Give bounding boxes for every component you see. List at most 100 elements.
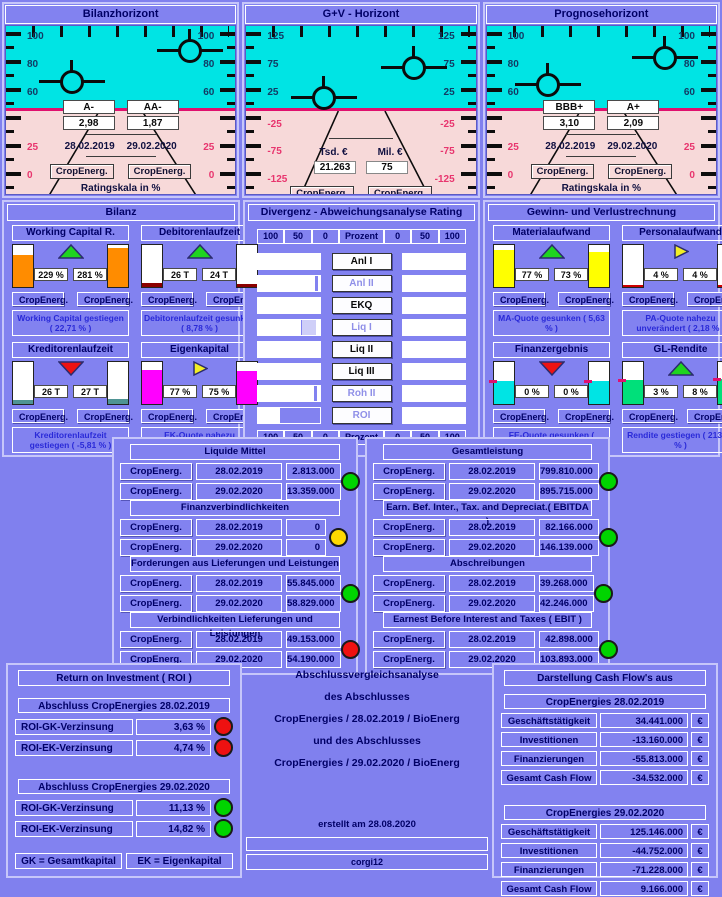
company-button[interactable]: CropEnerg.	[120, 595, 192, 612]
quadrant-values: 77 % 75 %	[163, 385, 236, 398]
metric-value: 24 T	[202, 268, 236, 281]
value-cell: 42.246.000	[539, 595, 594, 612]
company-button[interactable]: CropEnerg.	[120, 631, 192, 648]
cropenerg-button[interactable]: CropEnerg.	[493, 409, 549, 423]
metric-value: 77 %	[163, 385, 197, 398]
cropenerg-button[interactable]: CropEnerg.	[127, 164, 192, 179]
quadrant-description: Working Capital gestiegen ( 22,71 % )	[12, 310, 129, 336]
ratio-button[interactable]: ROI	[331, 407, 392, 424]
company-button[interactable]: CropEnerg.	[373, 631, 445, 648]
cropenerg-button[interactable]: CropEnerg.	[622, 292, 678, 306]
cropenerg-button[interactable]: CropEnerg.	[141, 292, 197, 306]
gauge-scale-label: -75	[440, 146, 455, 157]
cropenerg-button[interactable]: CropEnerg.	[49, 164, 114, 179]
gauge-scale-label: 25	[683, 142, 695, 153]
company-button[interactable]: CropEnerg.	[373, 519, 445, 536]
quadrant-description: PA-Quote nahezu unverändert ( 2,18 % )	[622, 310, 722, 336]
bar-fill	[623, 380, 643, 404]
panel-title: Prognosehorizont	[485, 5, 717, 24]
table-row: CropEnerg. 28.02.2019 55.845.000	[120, 575, 341, 592]
summary-lines: Abschlussvergleichsanalyse des Abschlusse…	[246, 663, 488, 769]
quadrant-values: 26 T 24 T	[163, 268, 236, 281]
divergenz-bar-right	[402, 319, 466, 336]
gauge-ticks-top	[272, 26, 470, 37]
ratio-button[interactable]: EKQ	[331, 297, 392, 314]
ratio-button[interactable]: Anl I	[331, 253, 392, 270]
section-title: Earnest Before Interest and Taxes ( EBIT…	[383, 612, 592, 628]
cropenerg-button[interactable]: CropEnerg.	[12, 292, 68, 306]
bar-fill	[494, 380, 514, 404]
divergenz-row: Liq II	[257, 341, 466, 358]
company-button[interactable]: CropEnerg.	[120, 575, 192, 592]
rating-grade: AA-	[126, 100, 179, 114]
ratio-button[interactable]: Liq I	[331, 319, 392, 336]
company-button[interactable]: CropEnerg.	[373, 575, 445, 592]
metric-value: 3 %	[644, 385, 678, 398]
cropenerg-button[interactable]: CropEnerg.	[608, 164, 673, 179]
quadrant-title: Materialaufwand	[493, 225, 610, 241]
cashflow-row: Investitionen -13.160.000 €	[501, 732, 709, 747]
ratio-button[interactable]: Roh II	[331, 385, 392, 402]
gauge-scale-label: 25	[507, 142, 519, 153]
unit-label: Tsd. €	[319, 147, 348, 158]
company-button[interactable]: CropEnerg.	[120, 483, 192, 500]
table-row: CropEnerg. 29.02.2020 146.139.000	[373, 539, 599, 556]
company-button[interactable]: CropEnerg.	[373, 595, 445, 612]
cashflow-value: -34.532.000	[600, 770, 688, 785]
cropenerg-button[interactable]: CropEnerg.	[77, 409, 133, 423]
cropenerg-button[interactable]: CropEnerg.	[141, 409, 197, 423]
divider	[566, 134, 637, 135]
guv-quadrants: Materialaufwand 77 % 73 % CropEnerg. CropEne…	[485, 223, 722, 455]
gauge-scale-label: 25	[27, 142, 39, 153]
value-cell: 55.845.000	[286, 575, 341, 592]
metric-value: 0 %	[554, 385, 588, 398]
gauge-body: A- AA- 2,98 1,87 28.02.2019 29.02.2020 C	[5, 25, 237, 195]
company-button[interactable]: CropEnerg.	[373, 483, 445, 500]
quadrant-title: Debitorenlaufzeit	[141, 225, 258, 241]
metric-value: 4 %	[644, 268, 678, 281]
ratio-button[interactable]: Liq III	[331, 363, 392, 380]
cropenerg-button[interactable]: CropEnerg.	[367, 186, 432, 194]
cropenerg-button[interactable]: CropEnerg.	[558, 292, 614, 306]
table-row: CropEnerg. 29.02.2020 0	[120, 539, 326, 556]
company-button[interactable]: CropEnerg.	[120, 463, 192, 480]
gauge-scale-label: 25	[267, 87, 279, 98]
legend-gk: GK = Gesamtkapital	[15, 853, 122, 869]
panel-guv-horizont: G+V - Horizont Tsd. € Mil. € 21.	[242, 2, 480, 198]
divergenz-scale-top: 100 50 0 Prozent 0 50 100	[245, 223, 478, 246]
ratio-button[interactable]: Liq II	[331, 341, 392, 358]
cropenerg-button[interactable]: CropEnerg.	[493, 292, 549, 306]
trend-up-icon	[185, 243, 214, 264]
ratio-button[interactable]: Anl II	[331, 275, 392, 292]
bar-fill	[237, 370, 257, 404]
value-bar	[107, 361, 129, 405]
gauge-scale-label: 60	[203, 87, 215, 98]
cropenerg-button[interactable]: CropEnerg.	[77, 292, 133, 306]
company-button[interactable]: CropEnerg.	[373, 463, 445, 480]
bar-fill	[403, 276, 465, 291]
rating-value: 3,10	[543, 116, 596, 130]
cropenerg-button[interactable]: CropEnerg.	[558, 409, 614, 423]
quadrant-chart: 3 % 8 %	[618, 360, 722, 405]
gauge-scale-label: 100	[507, 31, 525, 42]
status-light-column	[598, 472, 618, 491]
company-button[interactable]: CropEnerg.	[373, 651, 445, 668]
cropenerg-button[interactable]: CropEnerg.	[622, 409, 678, 423]
company-button[interactable]: CropEnerg.	[120, 519, 192, 536]
cropenerg-button[interactable]: CropEnerg.	[290, 186, 354, 194]
cropenerg-button[interactable]: CropEnerg.	[687, 292, 722, 306]
metric-value: 26 T	[34, 385, 68, 398]
cashflow-label: Geschäftstätigkeit	[501, 713, 597, 728]
cropenerg-button[interactable]: CropEnerg.	[687, 409, 722, 423]
cashflow-groups: CropEnergies 28.02.2019 Geschäftstätigkei…	[494, 694, 716, 896]
gauge-center: A- AA- 2,98 1,87 28.02.2019 29.02.2020 C	[6, 100, 235, 194]
date-cell: 29.02.2020	[196, 595, 282, 612]
quadrant-description: Debitorenlaufzeit gesunken ( 8,78 % )	[141, 310, 258, 336]
roi-groups: Abschluss CropEnergies 28.02.2019 ROI-GK-…	[8, 692, 240, 840]
company-button[interactable]: CropEnerg.	[120, 539, 192, 556]
cropenerg-button[interactable]: CropEnerg.	[530, 164, 595, 179]
cropenerg-button[interactable]: CropEnerg.	[12, 409, 68, 423]
empty-field	[246, 837, 488, 851]
company-button[interactable]: CropEnerg.	[373, 539, 445, 556]
divergenz-bar-right	[402, 385, 466, 402]
